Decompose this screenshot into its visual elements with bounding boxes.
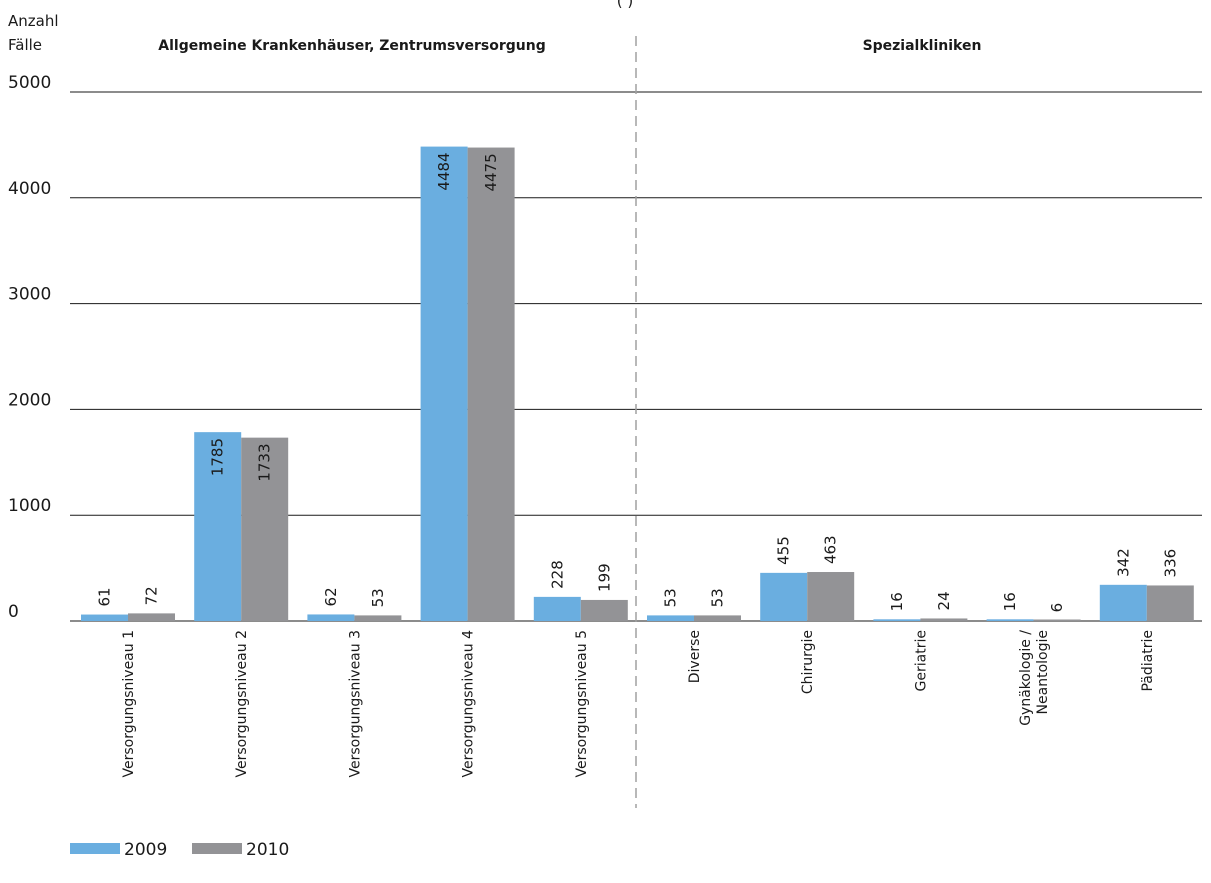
value-label: 62 (322, 587, 340, 606)
bar-2010 (580, 599, 628, 621)
bar-2009 (1099, 584, 1147, 621)
bar-2010 (467, 147, 515, 622)
bar-2009 (647, 615, 694, 621)
value-label: 6 (1048, 603, 1066, 613)
bars (81, 146, 1194, 622)
bar-2009 (760, 572, 808, 621)
header-partial-text: ( ) (617, 0, 633, 10)
bar-2010 (241, 437, 289, 621)
legend-swatch-2009 (70, 843, 120, 854)
value-label: 72 (143, 586, 161, 605)
legend-label-2010: 2010 (246, 840, 289, 860)
value-label: 53 (662, 588, 680, 607)
bar-2009 (986, 619, 1034, 621)
value-labels: 61 72 1785 1733 62 53 4484 4475 228 199 53 53 455 463… (96, 152, 1180, 612)
category-label: Diverse (687, 630, 703, 683)
value-label: 24 (935, 591, 953, 610)
bar-2009 (194, 432, 242, 621)
legend-swatch-2010 (192, 843, 242, 854)
y-tick-label: 0 (8, 602, 19, 622)
value-label: 4484 (435, 152, 453, 190)
value-label: 4475 (482, 153, 500, 191)
group-title-general-hospitals: Allgemeine Krankenhäuser, Zentrumsversor… (158, 38, 545, 54)
legend: 2009 2010 (70, 840, 289, 860)
bar-2009 (420, 146, 468, 621)
bar-2010 (807, 572, 855, 621)
y-axis: 0 1000 2000 3000 4000 5000 (8, 73, 51, 622)
bar-2010 (1146, 585, 1194, 621)
bar-2010 (354, 615, 402, 621)
value-label: 336 (1161, 549, 1179, 578)
category-label: Versorgungsniveau 5 (574, 630, 590, 778)
bar-2009 (533, 596, 581, 621)
y-axis-label-line1: Anzahl (8, 12, 59, 30)
y-tick-label: 3000 (8, 285, 51, 305)
y-tick-label: 4000 (8, 179, 51, 199)
y-axis-label-line2: Fälle (8, 36, 42, 54)
y-tick-label: 1000 (8, 496, 51, 516)
category-label: Gynäkologie / (1018, 630, 1034, 726)
value-label: 342 (1114, 548, 1132, 577)
bar-2010 (128, 613, 175, 621)
value-label: 53 (709, 588, 727, 607)
category-label: Chirurgie (800, 630, 816, 694)
value-label: 1733 (256, 443, 274, 481)
bar-2010 (1033, 619, 1081, 621)
value-label: 455 (775, 536, 793, 565)
group-title-special-clinics: Spezialkliniken (863, 38, 982, 54)
legend-label-2009: 2009 (124, 840, 167, 860)
category-label: Geriatrie (913, 630, 929, 691)
y-tick-label: 2000 (8, 390, 51, 410)
bar-2009 (307, 614, 355, 621)
category-label: Pädiatrie (1140, 630, 1156, 692)
value-label: 16 (1001, 592, 1019, 611)
category-label: Versorgungsniveau 4 (461, 630, 477, 778)
category-label: Versorgungsniveau 3 (347, 630, 363, 778)
category-label: Neantologie (1035, 630, 1051, 714)
value-label: 1785 (209, 438, 227, 476)
value-label: 199 (595, 563, 613, 592)
bar-2010 (694, 615, 741, 621)
value-label: 228 (548, 560, 566, 589)
value-label: 463 (822, 535, 840, 564)
category-label: Versorgungsniveau 2 (234, 630, 250, 778)
bar-2010 (920, 618, 968, 621)
category-labels: Versorgungsniveau 1 Versorgungsniveau 2 Ve… (121, 630, 1156, 778)
bar-2009 (873, 619, 921, 621)
value-label: 61 (96, 587, 114, 606)
value-label: 53 (369, 588, 387, 607)
value-label: 16 (888, 592, 906, 611)
bar-2009 (81, 614, 128, 621)
category-label: Versorgungsniveau 1 (121, 630, 137, 778)
y-tick-label: 5000 (8, 73, 51, 93)
